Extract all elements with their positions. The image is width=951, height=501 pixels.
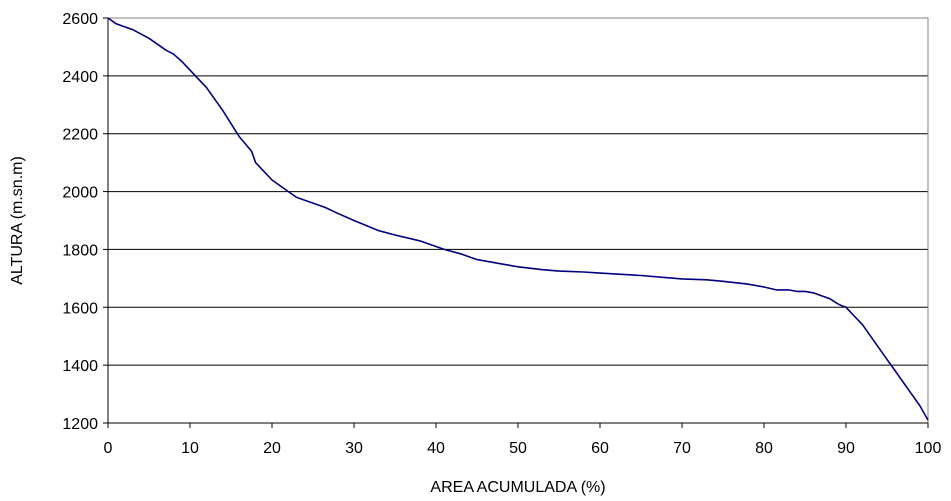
x-tick-label: 90 (837, 440, 855, 457)
y-tick-label: 2600 (62, 11, 98, 28)
y-tick-label: 1800 (62, 242, 98, 259)
y-tick-label: 2200 (62, 127, 98, 144)
x-tick-label: 40 (427, 440, 445, 457)
x-tick-label: 50 (509, 440, 527, 457)
elevation-curve-line (107, 17, 929, 421)
y-tick-label: 2400 (62, 69, 98, 86)
x-tick-label: 100 (915, 440, 942, 457)
y-tick-label: 2000 (62, 185, 98, 202)
x-axis-title: AREA ACUMULADA (%) (430, 479, 605, 496)
x-tick-label: 60 (591, 440, 609, 457)
x-tick-label: 20 (263, 440, 281, 457)
y-tick-label: 1600 (62, 300, 98, 317)
x-tick-label: 80 (755, 440, 773, 457)
y-tick-label: 1400 (62, 358, 98, 375)
x-tick-label: 70 (673, 440, 691, 457)
x-tick-label: 0 (104, 440, 113, 457)
x-tick-label: 10 (181, 440, 199, 457)
x-tick-label: 30 (345, 440, 363, 457)
y-axis-title: ALTURA (m.sn.m) (9, 156, 26, 285)
y-tick-label: 1200 (62, 416, 98, 433)
